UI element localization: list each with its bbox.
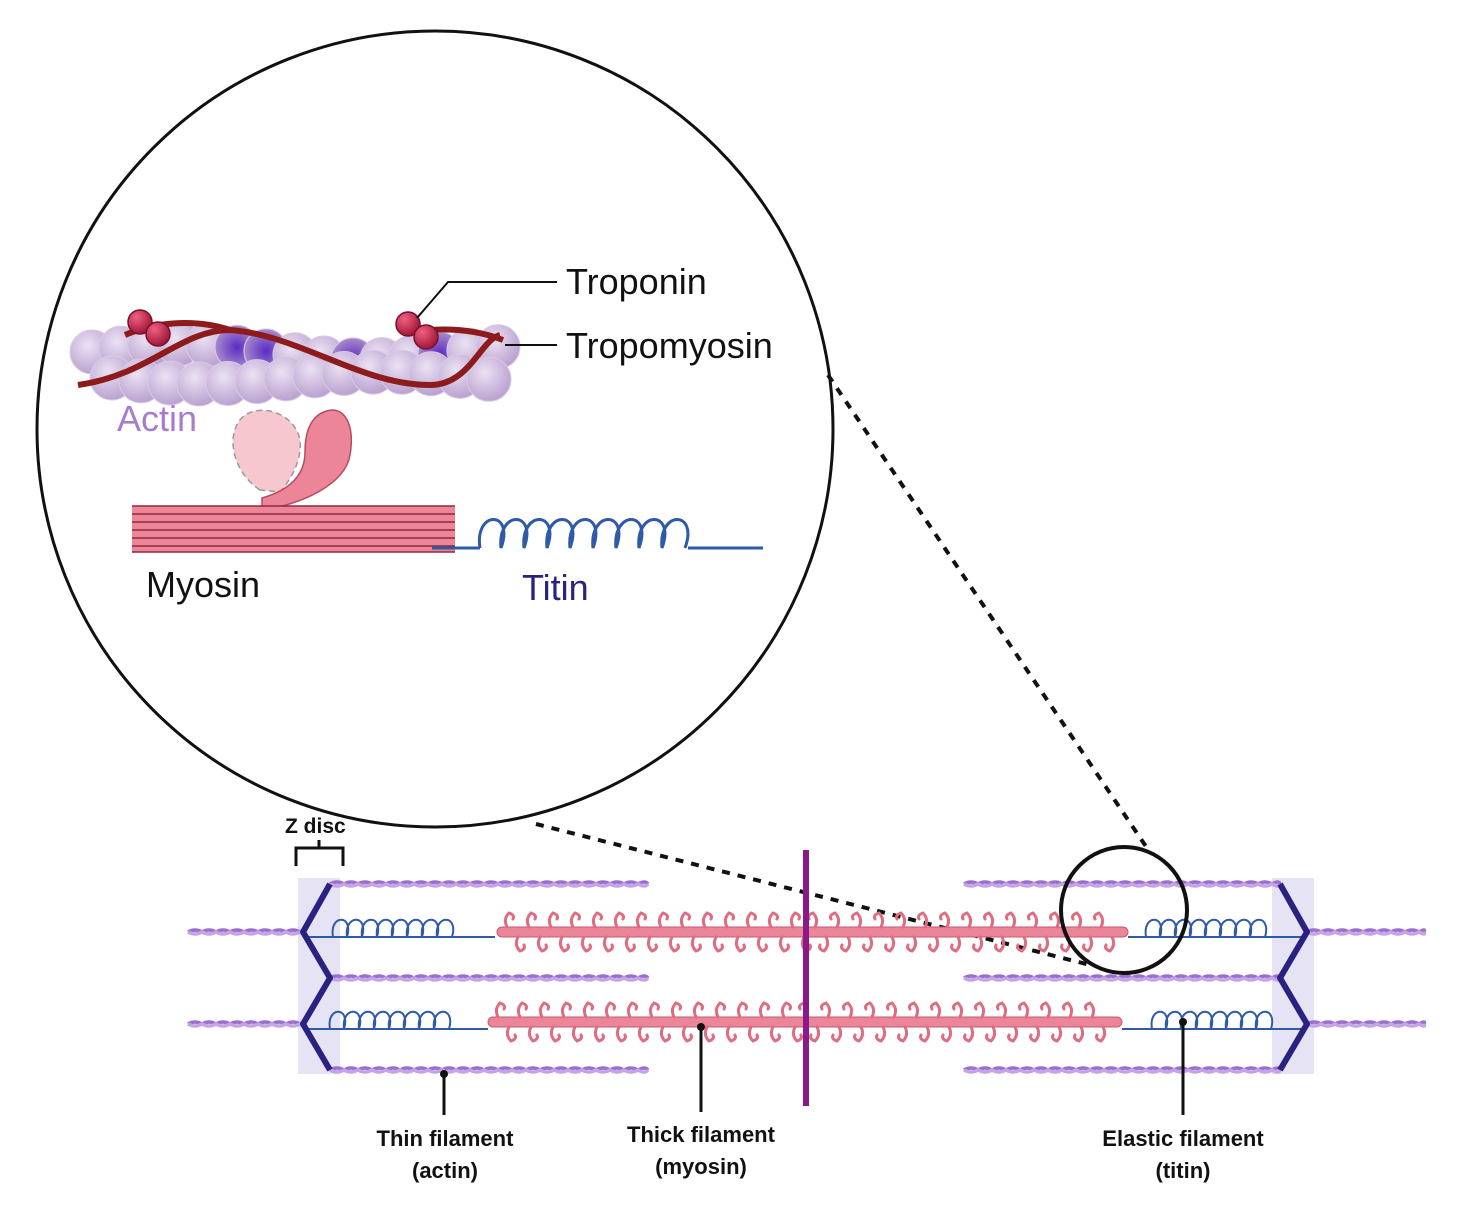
z-disc-label: Z disc bbox=[285, 815, 346, 838]
myosin-head-bound bbox=[261, 409, 352, 511]
thick-filament-label-line1: Thick filament bbox=[627, 1122, 775, 1147]
actin-label: Actin bbox=[117, 398, 198, 439]
thin-filament-label: Thin filament (actin) bbox=[325, 1123, 565, 1187]
zoom-connector-upper bbox=[826, 373, 1149, 850]
elastic-filaments bbox=[303, 918, 1307, 1030]
tropomyosin-label: Tropomyosin bbox=[566, 325, 773, 366]
tropomyosin-strand bbox=[77, 326, 502, 389]
thick-filaments bbox=[487, 911, 1129, 1043]
sarcomere bbox=[187, 840, 1427, 1115]
troponin-complex-left bbox=[127, 309, 171, 347]
z-disc-left bbox=[300, 882, 333, 1072]
thin-filament-label-line2: (actin) bbox=[412, 1158, 478, 1183]
elastic-filament-label: Elastic filament (titin) bbox=[1063, 1123, 1303, 1187]
troponin-complex-right bbox=[395, 311, 439, 350]
troponin-leader-line bbox=[416, 281, 557, 319]
titin-spring bbox=[432, 518, 763, 550]
z-disc-right bbox=[1277, 882, 1310, 1072]
elastic-filament-label-line2: (titin) bbox=[1155, 1158, 1211, 1183]
thick-filament-label: Thick filament (myosin) bbox=[581, 1119, 821, 1183]
zoom-connector-lower bbox=[535, 822, 1095, 968]
zoom-circle bbox=[35, 29, 835, 829]
myosin-filament bbox=[132, 505, 455, 553]
thick-filament-label-line2: (myosin) bbox=[655, 1154, 747, 1179]
myosin-label: Myosin bbox=[146, 564, 261, 605]
troponin-label: Troponin bbox=[566, 261, 707, 302]
zoom-content bbox=[69, 281, 763, 553]
zoom-source-circle bbox=[1059, 845, 1189, 975]
z-disc-bracket bbox=[294, 846, 345, 866]
thin-filaments bbox=[187, 880, 1427, 1074]
elastic-filament-label-line1: Elastic filament bbox=[1102, 1126, 1264, 1151]
myosin-head-detached bbox=[232, 409, 301, 493]
thin-filament-label-line1: Thin filament bbox=[376, 1126, 514, 1151]
titin-label: Titin bbox=[522, 567, 589, 608]
